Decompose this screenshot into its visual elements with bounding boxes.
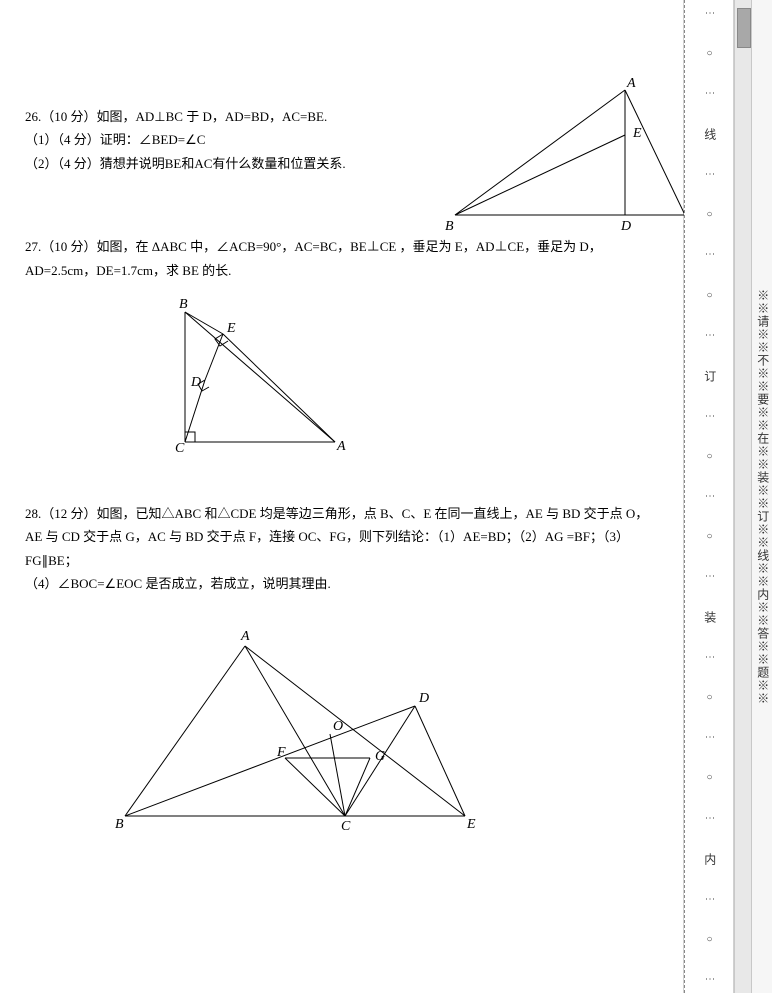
- figure-label-C: C: [341, 819, 351, 834]
- figure-label-D: D: [418, 691, 429, 706]
- figure-label-A: A: [240, 629, 250, 644]
- figure-label-D: D: [190, 375, 201, 390]
- page-content: 26.（10 分）如图，AD⊥BC 于 D，AD=BD，AC=BE. （1）（4…: [0, 0, 684, 993]
- problem-28: 28.（12 分）如图，已知△ABC 和△CDE 均是等边三角形，点 B、C、E…: [25, 502, 673, 836]
- margin-label: 订: [698, 370, 720, 382]
- margin-dots: ⋮: [700, 652, 718, 663]
- margin-dots: ⋮: [700, 571, 718, 582]
- margin-circle: ○: [700, 48, 718, 59]
- margin-dots: ⋮: [700, 88, 718, 99]
- margin-dots: ⋮: [700, 8, 718, 19]
- margin-circle: ○: [700, 209, 718, 220]
- margin-dots: ⋮: [700, 411, 718, 422]
- figure-label-A: A: [626, 76, 636, 91]
- p26-line1: 26.（10 分）如图，AD⊥BC 于 D，AD=BD，AC=BE.: [25, 105, 445, 128]
- p26-line2: （1）（4 分）证明：∠BED=∠C: [25, 128, 445, 151]
- problem-28-text: 28.（12 分）如图，已知△ABC 和△CDE 均是等边三角形，点 B、C、E…: [25, 502, 673, 596]
- p28-line3: （4）∠BOC=∠EOC 是否成立，若成立，说明其理由.: [25, 572, 673, 595]
- margin-label: 线: [698, 128, 720, 140]
- problem-26-text: 26.（10 分）如图，AD⊥BC 于 D，AD=BD，AC=BE. （1）（4…: [25, 105, 445, 175]
- figure-label-B: B: [179, 297, 188, 312]
- p28-line2: AE 与 CD 交于点 G，AC 与 BD 交于点 F，连接 OC、FG，则下列…: [25, 525, 673, 572]
- margin-label: 内: [698, 853, 720, 865]
- margin-dots: ⋮: [700, 491, 718, 502]
- figure-label-E: E: [226, 321, 236, 336]
- side-caption-text: ※※请※※不※※要※※在※※装※※订※※线※※内※※答※※题※※: [751, 289, 772, 705]
- figure-27: A B C D E: [145, 292, 673, 462]
- problem-27: 27.（10 分）如图，在 ΔABC 中，∠ACB=90°，AC=BC，BE⊥C…: [25, 235, 673, 462]
- margin-circle: ○: [700, 290, 718, 301]
- figure-label-A: A: [336, 439, 346, 454]
- margin-circle: ○: [700, 451, 718, 462]
- figure-label-D: D: [620, 219, 631, 234]
- margin-dots: ⋮: [700, 894, 718, 905]
- figure-label-E: E: [632, 126, 642, 141]
- figure-label-O: O: [333, 719, 343, 734]
- binding-margin: ⋮ ○ ⋮ 线 ⋮ ○ ⋮ ○ ⋮ 订 ⋮ ○ ⋮ ○ ⋮ 装 ⋮ ○ ⋮ ○ ⋮ 内 ⋮ ○ ⋮: [684, 0, 734, 993]
- problem-26: 26.（10 分）如图，AD⊥BC 于 D，AD=BD，AC=BE. （1）（4…: [25, 105, 673, 175]
- scrollbar-thumb[interactable]: [737, 8, 751, 48]
- figure-label-C: C: [175, 441, 185, 456]
- margin-dots: ⋮: [700, 813, 718, 824]
- margin-circle: ○: [700, 531, 718, 542]
- margin-dots: ⋮: [700, 330, 718, 341]
- p27-line2: AD=2.5cm，DE=1.7cm，求 BE 的长.: [25, 259, 673, 282]
- side-caption: ※※请※※不※※要※※在※※装※※订※※线※※内※※答※※题※※: [752, 0, 772, 993]
- p26-line3: （2）（4 分）猜想并说明BE和AC有什么数量和位置关系.: [25, 152, 445, 175]
- margin-circle: ○: [700, 772, 718, 783]
- margin-circle: ○: [700, 934, 718, 945]
- figure-26: ABCDE: [425, 75, 705, 235]
- margin-dots: ⋮: [700, 169, 718, 180]
- p27-line1: 27.（10 分）如图，在 ΔABC 中，∠ACB=90°，AC=BC，BE⊥C…: [25, 235, 673, 258]
- margin-label: 装: [698, 611, 720, 623]
- margin-dots: ⋮: [700, 974, 718, 985]
- scrollbar-track[interactable]: [734, 0, 752, 993]
- margin-dots: ⋮: [700, 249, 718, 260]
- figure-label-G: G: [375, 749, 385, 764]
- figure-label-E: E: [466, 817, 476, 832]
- figure-label-F: F: [276, 745, 286, 760]
- problem-27-text: 27.（10 分）如图，在 ΔABC 中，∠ACB=90°，AC=BC，BE⊥C…: [25, 235, 673, 282]
- margin-dots: ⋮: [700, 732, 718, 743]
- p28-line1: 28.（12 分）如图，已知△ABC 和△CDE 均是等边三角形，点 B、C、E…: [25, 502, 673, 525]
- margin-circle: ○: [700, 692, 718, 703]
- figure-28: A B C D E F G O: [85, 616, 673, 836]
- figure-label-B: B: [445, 219, 454, 234]
- figure-label-B: B: [115, 817, 124, 832]
